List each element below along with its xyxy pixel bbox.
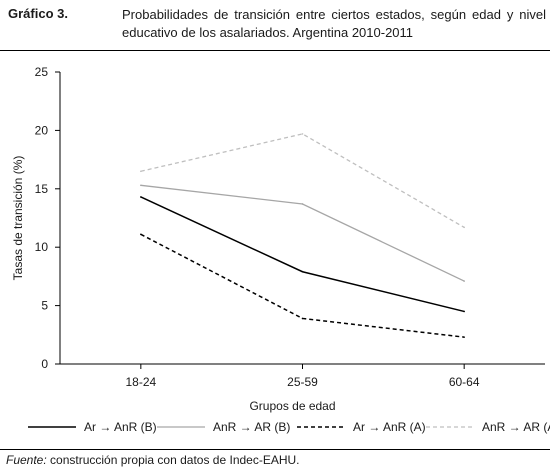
line-chart: 0 5 10 15 20 25 18-24 25-59 60-64 Grupos de edad T…: [11, 65, 550, 434]
chart-series-layer: [140, 133, 465, 338]
series-1-point: [140, 196, 142, 198]
series-3-point: [140, 233, 142, 236]
series-2-point: [463, 280, 465, 282]
series-line-3: [140, 233, 465, 338]
legend-label-2: AnR → AR (B): [213, 420, 290, 434]
source-text: construcción propia con datos de Indec-E…: [46, 453, 300, 467]
series-4-point: [301, 133, 304, 135]
series-4-point: [140, 170, 142, 173]
x-axis-title: Grupos de edad: [249, 399, 335, 413]
y-tick-label: 15: [35, 182, 49, 196]
y-tick-label: 0: [41, 357, 48, 371]
series-3-point: [463, 336, 465, 338]
y-tick-label: 25: [35, 65, 49, 79]
y-tick-label: 10: [35, 240, 49, 254]
series-line-4: [140, 133, 465, 228]
y-axis-title: Tasas de transición (%): [11, 156, 25, 281]
chart-axes: 0 5 10 15 20 25 18-24 25-59 60-64 Grupos de edad T…: [11, 65, 545, 413]
source-prefix: Fuente:: [6, 453, 47, 467]
series-2-point: [140, 184, 142, 187]
x-tick-label: 18-24: [125, 375, 156, 389]
figure-title: Probabilidades de transición entre ciert…: [122, 7, 546, 40]
series-1-point: [301, 270, 304, 273]
legend-label-3: Ar → AnR (A): [353, 420, 426, 434]
series-4-point: [463, 226, 465, 229]
x-tick-label: 25-59: [287, 375, 318, 389]
series-2-point: [301, 203, 304, 205]
figure-label: Gráfico 3.: [8, 6, 68, 21]
x-tick-label: 60-64: [449, 375, 480, 389]
series-1-point: [463, 310, 465, 313]
series-3-point: [301, 317, 304, 320]
y-tick-label: 5: [41, 299, 48, 313]
bottom-rule: [0, 449, 550, 450]
top-rule: [0, 50, 550, 51]
legend-label-1: Ar → AnR (B): [84, 420, 157, 434]
y-tick-label: 20: [35, 123, 49, 137]
legend-label-4: AnR → AR (A): [482, 420, 550, 434]
source-note: Fuente: construcción propia con datos de…: [6, 453, 300, 467]
series-line-1: [140, 196, 465, 313]
figure-header: Gráfico 3. Probabilidades de transición …: [8, 5, 546, 45]
chart-legend: Ar → AnR (B) AnR → AR (B) Ar → AnR (A) AnR …: [28, 420, 550, 434]
